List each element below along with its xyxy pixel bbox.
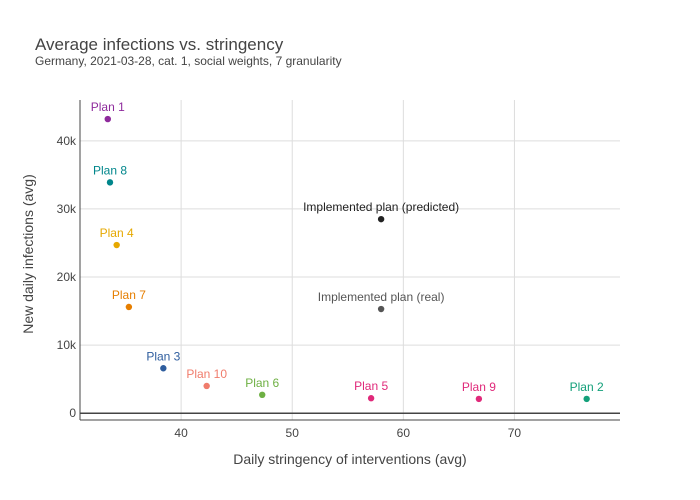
data-point [160,365,167,372]
y-tick-label: 0 [69,406,76,420]
data-point [367,395,375,402]
data-label: Plan 3 [146,349,180,363]
chart-subtitle: Germany, 2021-03-28, cat. 1, social weig… [35,54,342,68]
data-label: Plan 9 [462,380,496,394]
x-tick-label: 70 [508,426,522,440]
x-tick-label: 60 [397,426,411,440]
x-axis-title: Daily stringency of interventions (avg) [233,451,466,467]
grid-lines [80,100,620,420]
point-labels: Plan 1 Plan 8 Plan 4 Plan 7 Plan 3 Plan 10 Pla… [91,100,604,394]
data-label: Implemented plan (predicted) [303,200,459,214]
data-label: Plan 1 [91,100,125,114]
chart-title: Average infections vs. stringency [35,35,284,54]
data-point [106,179,114,186]
y-tick-label: 30k [57,202,77,216]
y-tick-label: 40k [57,134,77,148]
data-label: Plan 4 [100,226,134,240]
data-label: Plan 2 [570,380,604,394]
data-point [583,395,590,403]
x-tick-label: 50 [286,426,300,440]
data-point [125,303,133,311]
data-label: Plan 6 [245,376,279,390]
axes [79,100,620,421]
data-point [203,382,210,390]
data-point [259,391,266,399]
data-point [113,241,120,249]
data-label: Implemented plan (real) [318,290,445,304]
data-points [104,115,590,403]
x-tick-label: 40 [174,426,188,440]
data-point [377,305,385,313]
y-tick-label: 20k [57,270,77,284]
data-label: Plan 5 [354,379,388,393]
data-point [104,115,111,123]
data-point [475,395,483,403]
data-point [377,215,385,223]
data-label: Plan 8 [93,163,127,177]
tick-labels: 40 50 60 70 0 10k 20k 30k 40k [57,134,522,440]
y-axis-title: New daily infections (avg) [20,174,36,334]
y-tick-label: 10k [57,338,77,352]
data-label: Plan 7 [112,288,146,302]
data-label: Plan 10 [186,367,227,381]
